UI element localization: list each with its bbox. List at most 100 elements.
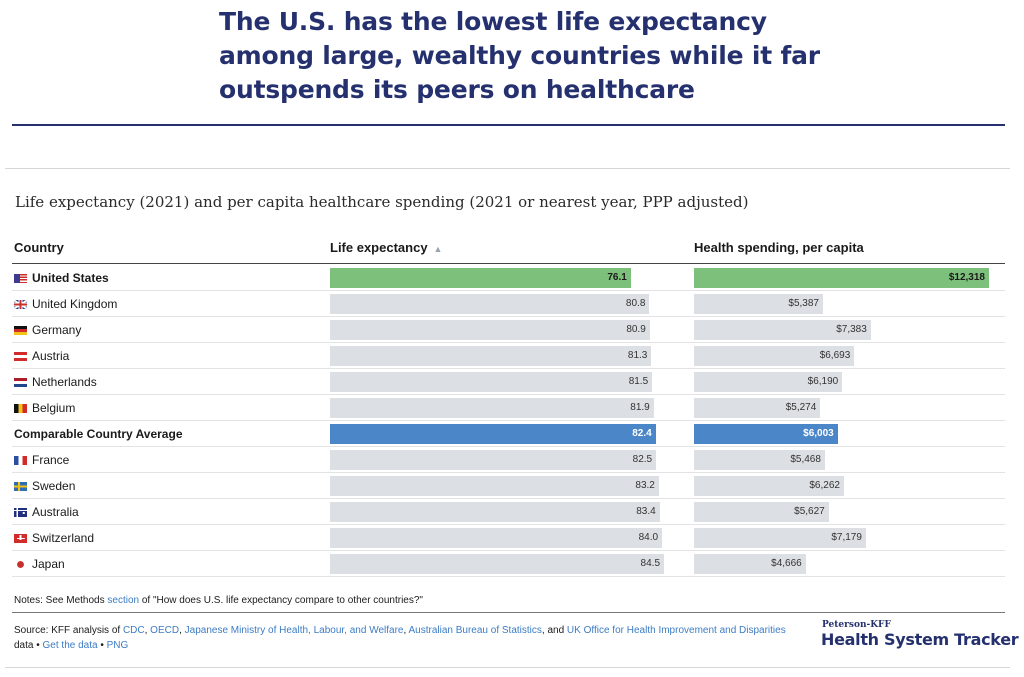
section-divider [5, 168, 1010, 169]
flag-ch-icon [14, 533, 27, 543]
source-link-oecd[interactable]: OECD [150, 625, 180, 636]
country-label: Belgium [32, 401, 76, 415]
spending-bar: $5,387 [694, 294, 823, 314]
life-expectancy-value: 76.1 [607, 272, 627, 283]
row-divider [12, 550, 1005, 551]
flag-se-icon [14, 481, 27, 491]
life-expectancy-value: 82.5 [632, 454, 653, 465]
notes-suffix: of "How does U.S. life expectancy compar… [139, 595, 423, 606]
get-the-data-link[interactable]: Get the data [42, 640, 98, 651]
column-header-spending[interactable]: Health spending, per capita [694, 240, 864, 255]
spending-value: $7,179 [831, 532, 862, 543]
flag-at-icon [14, 351, 27, 361]
spending-value: $5,387 [788, 298, 819, 309]
source-link-japan-ministry[interactable]: Japanese Ministry of Health, Labour, and… [184, 625, 404, 636]
life-expectancy-bar: 76.1 [330, 268, 631, 288]
spending-bar: $5,274 [694, 398, 821, 418]
country-united-states: United States [14, 265, 109, 291]
life-expectancy-value: 82.4 [632, 428, 652, 439]
source-link-australian-bureau[interactable]: Australian Bureau of Statistics [408, 625, 542, 636]
spending-value: $5,274 [785, 402, 817, 413]
flag-fr-icon [14, 455, 27, 465]
spending-value: $6,003 [803, 428, 834, 439]
spending-bar: $6,262 [694, 476, 844, 496]
spending-value: $5,468 [790, 454, 821, 465]
spending-value: $5,627 [794, 506, 825, 517]
column-header-country[interactable]: Country [14, 240, 64, 255]
flag-jp-icon [14, 559, 27, 569]
source-link-cdc[interactable]: CDC [122, 625, 145, 636]
column-header-life-expectancy-label: Life expectancy [330, 240, 428, 255]
life-expectancy-value: 84.5 [640, 558, 661, 569]
spending-bar: $6,190 [694, 372, 843, 392]
life-expectancy-bar: 84.0 [330, 528, 663, 548]
row-divider [12, 472, 1005, 473]
country-label: Comparable Country Average [14, 427, 183, 441]
life-expectancy-value: 81.5 [628, 376, 649, 387]
life-expectancy-bar: 81.3 [330, 346, 652, 366]
country-belgium: Belgium [14, 395, 75, 421]
spending-value: $12,318 [948, 272, 985, 283]
life-expectancy-value: 83.2 [635, 480, 655, 491]
methods-section-link[interactable]: section [107, 595, 140, 606]
country-label: Austria [32, 349, 70, 363]
source-prefix: Source: KFF analysis of [14, 625, 123, 636]
source-link-uk-office[interactable]: UK Office for Health Improvement and Dis… [566, 625, 786, 636]
life-expectancy-bar: 81.5 [330, 372, 653, 392]
country-japan: Japan [14, 551, 65, 577]
spending-bar: $7,383 [694, 320, 871, 340]
life-expectancy-value: 81.9 [630, 402, 650, 413]
flag-uk-icon [14, 299, 27, 309]
flag-be-icon [14, 403, 27, 413]
spending-value: $4,666 [771, 558, 802, 569]
country-netherlands: Netherlands [14, 369, 97, 395]
life-expectancy-bar: 84.5 [330, 554, 665, 574]
country-label: United States [32, 271, 109, 285]
header-rule [12, 263, 1005, 264]
country-germany: Germany [14, 317, 81, 343]
source-bullet: • [97, 640, 107, 651]
life-expectancy-value: 81.3 [627, 350, 648, 361]
country-label: Netherlands [32, 375, 97, 389]
country-sweden: Sweden [14, 473, 75, 499]
png-link[interactable]: PNG [106, 640, 129, 651]
life-expectancy-bar: 82.4 [330, 424, 656, 444]
country-label: France [32, 453, 70, 467]
row-divider [12, 498, 1005, 499]
chart-title: Life expectancy (2021) and per capita he… [15, 193, 749, 211]
spending-bar: $5,468 [694, 450, 825, 470]
spending-bar: $6,003 [694, 424, 838, 444]
sort-ascending-icon: ▲ [433, 244, 443, 254]
notes-prefix: Notes: See Methods [14, 595, 108, 606]
column-header-life-expectancy[interactable]: Life expectancy ▲ [330, 240, 442, 255]
notes-rule [12, 612, 1005, 613]
country-label: Switzerland [32, 531, 95, 545]
flag-de-icon [14, 325, 27, 335]
spending-value: $6,262 [809, 480, 840, 491]
country-switzerland: Switzerland [14, 525, 94, 551]
source-text: Source: KFF analysis of CDC, OECD, Japan… [14, 625, 786, 651]
footer-divider [5, 667, 1010, 668]
country-label: Germany [32, 323, 82, 337]
life-expectancy-bar: 82.5 [330, 450, 657, 470]
country-united-kingdom: United Kingdom [14, 291, 117, 317]
flag-us-icon [14, 273, 27, 283]
row-divider [12, 446, 1005, 447]
country-label: Australia [32, 505, 79, 519]
life-expectancy-bar: 80.9 [330, 320, 650, 340]
life-expectancy-bar: 80.8 [330, 294, 650, 314]
spending-value: $7,383 [836, 324, 867, 335]
row-divider [12, 342, 1005, 343]
spending-bar: $12,318 [694, 268, 989, 288]
spending-bar: $4,666 [694, 554, 806, 574]
life-expectancy-value: 80.8 [625, 298, 646, 309]
headline: The U.S. has the lowest life expectancy … [219, 7, 820, 104]
country-australia: Australia [14, 499, 79, 525]
spending-value: $6,190 [807, 376, 839, 387]
row-divider [12, 290, 1005, 291]
country-austria: Austria [14, 343, 69, 369]
row-divider [12, 420, 1005, 421]
spending-bar: $6,693 [694, 346, 855, 366]
life-expectancy-bar: 81.9 [330, 398, 654, 418]
